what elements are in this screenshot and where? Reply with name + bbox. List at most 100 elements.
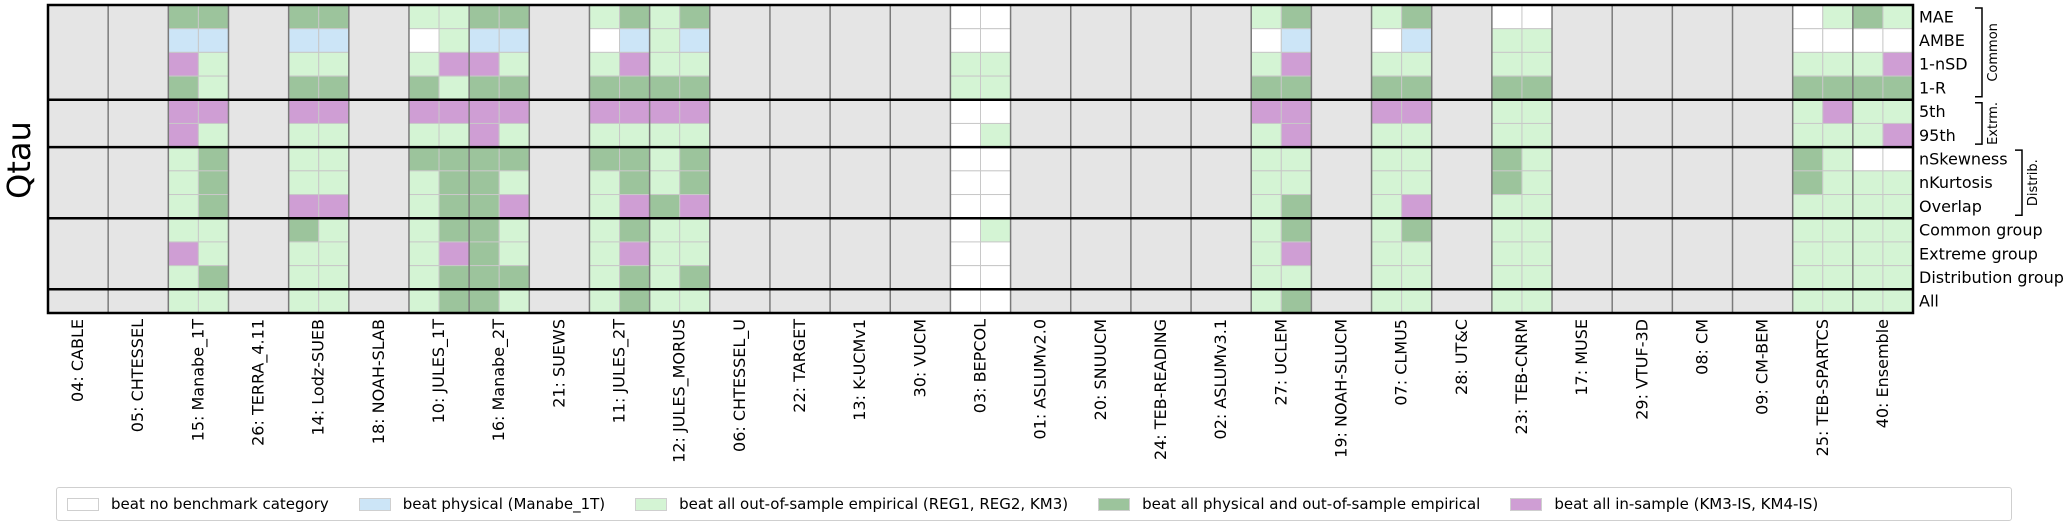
heatmap-cell <box>197 75 229 101</box>
heatmap-cell <box>1852 170 1884 196</box>
heatmap-cell <box>1822 75 1854 101</box>
heatmap-cell <box>1792 51 1824 77</box>
heatmap-cell <box>288 99 320 124</box>
heatmap-cell <box>1491 146 1523 172</box>
heatmap-cell <box>1852 75 1884 101</box>
heatmap-cell <box>679 217 711 243</box>
column-label: 28: UT&C <box>1452 319 1471 395</box>
heatmap-cell <box>1401 99 1433 124</box>
heatmap-cell <box>1491 51 1523 77</box>
heatmap-cell <box>1521 170 1553 196</box>
heatmap-cell <box>1792 28 1824 53</box>
heatmap-cell <box>288 146 320 172</box>
heatmap-cell <box>649 217 681 243</box>
heatmap-cell <box>1882 122 1914 148</box>
column-label: 08: CM <box>1692 319 1711 375</box>
column-label: 29: VTUF-3D <box>1632 319 1651 420</box>
row-labels: MAE AMBE 1-nSD 1-R 5th 95th nSkewness nKurtosis… <box>1919 7 2064 310</box>
heatmap-cell <box>1822 51 1854 77</box>
heatmap-cell <box>1401 146 1433 172</box>
heatmap-cell <box>619 4 651 30</box>
heatmap-cell <box>649 194 681 219</box>
heatmap-cell <box>1822 4 1854 30</box>
heatmap-cell <box>498 28 530 53</box>
heatmap-cell <box>167 28 199 53</box>
heatmap-cell <box>1852 4 1884 30</box>
column-label: 12: JULES_MORUS <box>670 319 690 463</box>
heatmap-cell <box>679 265 711 290</box>
heatmap-cell <box>1792 194 1824 219</box>
heatmap-cell <box>167 146 199 172</box>
heatmap-cell <box>1852 217 1884 243</box>
heatmap-cell <box>1882 288 1914 314</box>
heatmap-cell <box>318 122 350 148</box>
heatmap-cell <box>197 51 229 77</box>
heatmap-cell <box>468 288 500 314</box>
heatmap-cell <box>1792 217 1824 243</box>
column-label: 13: K-UCMv1 <box>850 319 869 421</box>
heatmap-cell <box>1250 75 1282 101</box>
legend-swatch-none <box>67 497 99 511</box>
heatmap-cell <box>318 241 350 267</box>
heatmap-cell <box>1250 265 1282 290</box>
legend-swatch-empirical <box>635 497 668 511</box>
heatmap-cell <box>1882 217 1914 243</box>
heatmap-cell <box>1822 122 1854 148</box>
heatmap-cell <box>498 265 530 290</box>
heatmap-cell <box>167 194 199 219</box>
heatmap-cell <box>588 217 621 243</box>
heatmap-cell <box>1521 265 1553 290</box>
heatmap-cell <box>619 170 651 196</box>
heatmap-cell <box>197 122 229 148</box>
heatmap-cell <box>197 288 229 314</box>
legend-label: beat physical (Manabe_1T) <box>402 495 606 513</box>
heatmap-cell <box>498 194 530 219</box>
heatmap-cell <box>1792 170 1824 196</box>
heatmap-cell <box>408 75 440 101</box>
heatmap-cell <box>1882 265 1914 290</box>
column-label: 23: TEB-CNRM <box>1512 319 1531 435</box>
y-axis-title: Qtau <box>0 121 38 199</box>
heatmap-cell <box>1521 122 1553 148</box>
grid-lines <box>46 3 1915 315</box>
heatmap-cell <box>1882 170 1914 196</box>
heatmap-cell <box>588 122 621 148</box>
heatmap-cell <box>949 28 982 53</box>
heatmap-cell <box>318 51 350 77</box>
heatmap-cell <box>1822 265 1854 290</box>
heatmap-cell <box>1491 217 1523 243</box>
legend-item-empirical: beat all out-of-sample empirical (REG1, … <box>635 495 1068 513</box>
heatmap-cell <box>1280 288 1312 314</box>
heatmap-cell <box>1822 241 1854 267</box>
heatmap-cell <box>1822 170 1854 196</box>
heatmap-cell <box>1280 194 1312 219</box>
column-label: 05: CHTESSEL <box>128 319 147 432</box>
heatmap-cell <box>1521 288 1553 314</box>
heatmap-cell <box>649 75 681 101</box>
heatmap-cell <box>408 99 440 124</box>
heatmap-cell <box>1822 217 1854 243</box>
heatmap-cell <box>408 51 440 77</box>
heatmap-cell <box>1822 288 1854 314</box>
heatmap-cell <box>649 122 681 148</box>
heatmap-cell <box>1371 99 1403 124</box>
heatmap-cell <box>468 51 500 77</box>
heatmap-cell <box>1792 75 1824 101</box>
heatmap-cell <box>649 4 681 30</box>
heatmap-cell <box>438 288 470 314</box>
heatmap-cell <box>197 28 229 53</box>
heatmap-cell <box>619 241 651 267</box>
heatmap-cell <box>197 241 229 267</box>
heatmap-cell <box>1491 75 1523 101</box>
heatmap-cell <box>1491 122 1523 148</box>
heatmap-cell <box>408 217 440 243</box>
legend-label: beat all physical and out-of-sample empi… <box>1142 495 1481 513</box>
heatmap-cell <box>288 4 320 30</box>
row-label: MAE <box>1919 7 1954 26</box>
group-bracket <box>1975 102 1983 145</box>
heatmap-cell <box>1371 4 1403 30</box>
heatmap-cell <box>1792 4 1824 30</box>
column-label: 18: NOAH-SLAB <box>369 319 388 444</box>
heatmap-cell <box>468 265 500 290</box>
heatmap-cell <box>167 51 199 77</box>
